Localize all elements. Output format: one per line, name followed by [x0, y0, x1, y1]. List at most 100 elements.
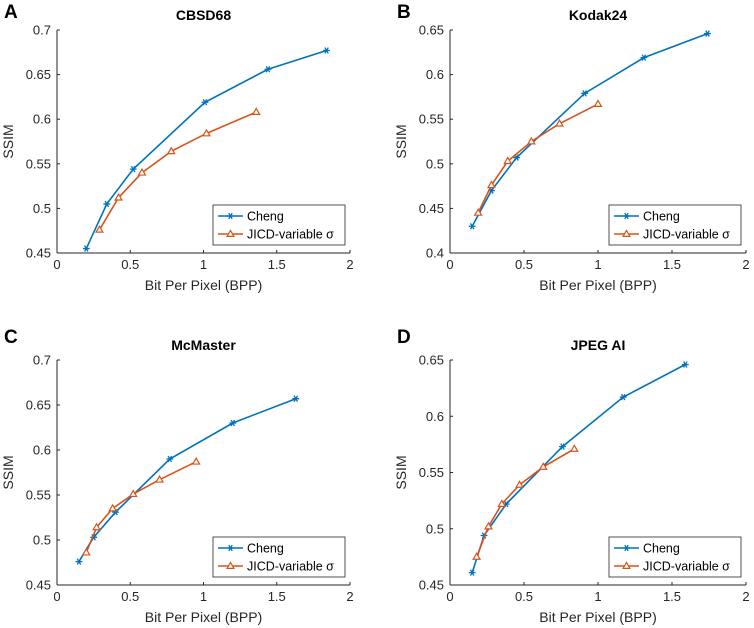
data-point [559, 443, 566, 450]
x-axis-label: Bit Per Pixel (BPP) [539, 277, 656, 293]
data-point [95, 225, 104, 233]
data-point [166, 455, 174, 463]
data-point [114, 192, 123, 201]
legend-label: Cheng [643, 209, 680, 223]
data-point [75, 558, 83, 565]
y-tick-label: 0.45 [26, 578, 51, 593]
y-tick-label: 0.5 [33, 201, 51, 216]
y-tick-label: 0.55 [419, 112, 444, 127]
series-jicd-variable-sigma [472, 444, 579, 560]
data-point [486, 180, 496, 189]
legend-marker [622, 561, 631, 569]
legend: Cheng JICD-variable σ [212, 204, 346, 246]
x-tick-label: 1 [594, 257, 601, 272]
data-point [82, 245, 90, 252]
legend: Cheng JICD-variable σ [608, 204, 742, 246]
legend: Cheng JICD-variable σ [608, 536, 742, 578]
data-point [704, 30, 711, 37]
y-axis-label: SSIM [393, 455, 409, 489]
legend-marker [227, 212, 234, 220]
legend: Cheng JICD-variable σ [212, 536, 346, 578]
series-jicd-variable-sigma [473, 99, 603, 216]
data-point [166, 146, 176, 155]
data-point [515, 480, 525, 488]
x-axis-label: Bit Per Pixel (BPP) [539, 609, 656, 625]
series-line [85, 49, 327, 249]
legend-label: JICD-variable σ [247, 559, 334, 573]
x-tick-label: 1 [200, 257, 207, 272]
x-tick-label: 0 [446, 257, 453, 272]
legend-marker [226, 229, 235, 237]
data-point [128, 489, 138, 498]
y-tick-label: 0.4 [426, 246, 444, 261]
y-tick-label: 0.6 [426, 67, 444, 82]
data-point [593, 99, 603, 107]
y-tick-label: 0.5 [426, 521, 444, 536]
legend-box [608, 204, 742, 246]
series-line [98, 111, 257, 231]
data-point [191, 456, 201, 465]
data-point [103, 200, 111, 208]
y-tick-label: 0.5 [33, 533, 51, 548]
legend-label: JICD-variable σ [643, 227, 730, 241]
data-point [555, 118, 564, 127]
data-point [581, 90, 589, 97]
data-point [619, 393, 627, 401]
y-tick-label: 0.7 [33, 23, 51, 38]
x-tick-label: 2 [742, 257, 749, 272]
y-tick-label: 0.6 [33, 112, 51, 127]
data-point [292, 395, 300, 402]
series-cheng [82, 47, 330, 252]
legend-label: JICD-variable σ [643, 559, 730, 573]
data-point [681, 361, 689, 368]
data-point [129, 165, 137, 173]
data-point [155, 474, 165, 483]
y-axis-label: SSIM [0, 124, 16, 158]
x-tick-label: 1 [200, 589, 207, 604]
legend-box [212, 536, 346, 578]
y-tick-label: 0.65 [26, 398, 51, 413]
y-axis-label: SSIM [393, 124, 409, 158]
x-tick-label: 0.5 [121, 257, 139, 272]
legend-label: Cheng [247, 541, 284, 555]
chart-panel-d: D JPEG AI 0 0.5 1 1.5 2 0.45 0.5 0.55 0.6 0.65 Bit P… [393, 327, 750, 625]
legend-box [212, 204, 346, 246]
data-point [569, 444, 579, 452]
x-tick-label: 0.5 [515, 589, 533, 604]
y-axis-label: SSIM [0, 455, 16, 489]
data-point [201, 98, 209, 106]
data-point [497, 499, 507, 507]
x-tick-label: 1.5 [663, 257, 681, 272]
y-tick-label: 0.55 [26, 156, 51, 171]
data-point [473, 208, 483, 216]
data-point [264, 65, 272, 73]
x-axis-label: Bit Per Pixel (BPP) [145, 277, 262, 293]
legend-label: Cheng [643, 541, 680, 555]
chart-panel-b: B Kodak24 0 0.5 1 1.5 2 0.4 0.45 0.5 0.55 0.6 0.65 Bi… [393, 2, 750, 293]
y-tick-label: 0.45 [419, 578, 444, 593]
data-point [81, 547, 91, 556]
data-point [472, 552, 482, 560]
panel-letter: C [4, 327, 18, 348]
x-tick-label: 2 [742, 589, 749, 604]
chart-title: CBSD68 [176, 7, 231, 23]
data-point [468, 569, 476, 576]
x-tick-label: 1 [594, 589, 601, 604]
legend-marker [623, 544, 630, 552]
series-jicd-variable-sigma [95, 107, 261, 233]
data-point [108, 503, 118, 512]
x-axis-label: Bit Per Pixel (BPP) [145, 609, 262, 625]
legend-marker [622, 229, 631, 237]
chart-panel-a: A CBSD68 0 0.5 1 1.5 2 0.45 0.5 0.55 0.6 0.65 0.7 Bit… [0, 2, 354, 293]
y-tick-label: 0.6 [33, 443, 51, 458]
data-point [137, 167, 147, 176]
y-tick-label: 0.7 [33, 353, 51, 368]
legend-box [608, 536, 742, 578]
series-line [85, 460, 197, 553]
series-cheng [468, 30, 711, 230]
panel-letter: B [397, 2, 411, 23]
x-tick-label: 0 [53, 257, 60, 272]
data-point [92, 522, 102, 531]
y-tick-label: 0.5 [426, 156, 444, 171]
